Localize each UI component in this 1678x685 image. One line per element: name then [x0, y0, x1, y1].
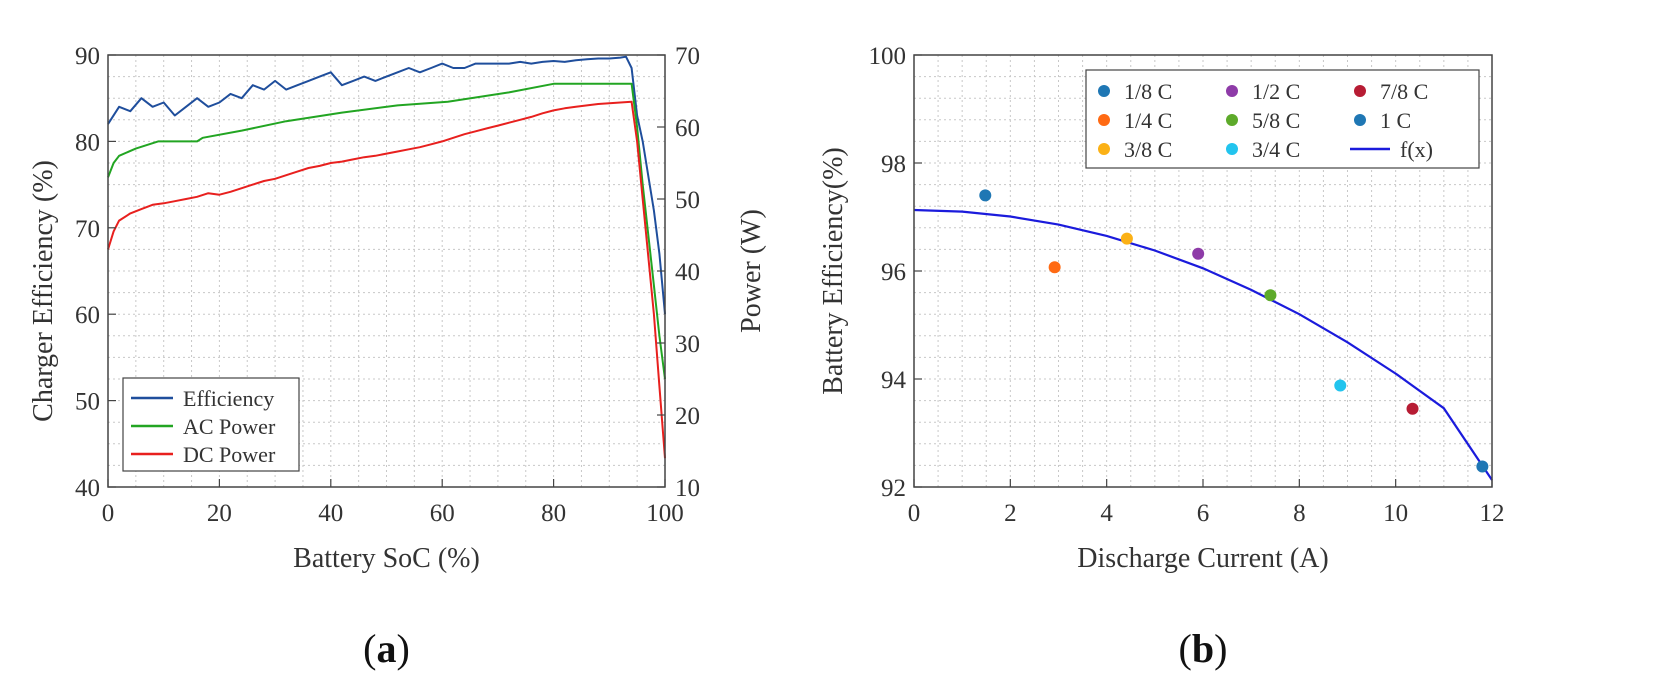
- panel-b-x-tick-label: 12: [1480, 500, 1505, 527]
- panel-b-y-tick-label: 94: [881, 367, 907, 394]
- panel-b-point: [1048, 261, 1061, 274]
- caption-letter: a: [377, 626, 397, 671]
- panel-b-x-tick-label: 4: [1100, 500, 1113, 527]
- panel-b-x-tick-label: 10: [1383, 500, 1408, 527]
- panel-b-y-tick-label: 98: [881, 151, 906, 178]
- panel-b-legend-label: 3/8 C: [1124, 137, 1172, 162]
- panel-b-legend-label: 1/4 C: [1124, 108, 1172, 133]
- panel-b-point: [1476, 460, 1489, 473]
- panel-a-right-y-tick-label: 60: [675, 115, 700, 142]
- panel-b-y-axis-title: Battery Efficiency(%): [818, 147, 849, 394]
- panel-a-left-y-tick-label: 60: [75, 302, 100, 329]
- panel-b-x-axis-title: Discharge Current (A): [1077, 543, 1328, 574]
- panel-b-caption: (b): [1179, 626, 1228, 671]
- caption-close-paren: ): [1214, 626, 1227, 671]
- panel-b-legend-swatch: [1098, 114, 1110, 126]
- panel-a-legend: Efficiency AC Power DC Power: [122, 377, 300, 472]
- panel-a-caption: (a): [363, 626, 410, 671]
- panel-a-x-tick-label: 0: [102, 500, 115, 527]
- panel-a-x-tick-label: 60: [430, 500, 455, 527]
- panel-b-legend-swatch: [1226, 85, 1238, 97]
- panel-b-y-tick-label: 100: [869, 43, 907, 70]
- caption-letter: b: [1192, 626, 1214, 671]
- panel-b-legend: 1/8 C 1/2 C 7/8 C 1/4 C 5/8 C 1 C 3/8 C 3/4 C f(…: [1085, 69, 1480, 169]
- panel-b-point: [1334, 379, 1347, 392]
- panel-a-right-y-tick-label: 50: [675, 187, 700, 214]
- panel-b-x-tick-label: 8: [1293, 500, 1306, 527]
- panel-b-x-tick-label: 0: [908, 500, 921, 527]
- panel-a-x-tick-label: 80: [541, 500, 566, 527]
- panel-a-left-y-axis-title: Charger Efficiency (%): [28, 160, 59, 422]
- panel-b-ticks: 0 2 4 6 8 10 12 92 94 96 98 100: [869, 43, 1505, 527]
- panel-a-right-y-tick-label: 10: [675, 475, 700, 502]
- panel-b-legend-swatch: [1226, 143, 1238, 155]
- panel-a-x-tick-label: 20: [207, 500, 232, 527]
- panel-b-legend-label: 3/4 C: [1252, 137, 1300, 162]
- panel-b-legend-swatch: [1226, 114, 1238, 126]
- panel-b: 0 2 4 6 8 10 12 92 94 96 98 100 Discharge Current (…: [818, 43, 1505, 574]
- panel-b-legend-swatch: [1098, 143, 1110, 155]
- panel-a-legend-label: AC Power: [183, 414, 276, 439]
- panel-a-left-y-tick-label: 70: [75, 216, 100, 243]
- panel-a-left-y-tick-label: 90: [75, 43, 100, 70]
- panel-b-point: [1406, 402, 1419, 415]
- caption-close-paren: ): [397, 626, 410, 671]
- panel-b-point: [1120, 232, 1133, 245]
- panel-a-x-axis-title: Battery SoC (%): [293, 543, 480, 574]
- panel-b-legend-label: 5/8 C: [1252, 108, 1300, 133]
- panel-b-point: [1192, 247, 1205, 260]
- panel-b-legend-label: 1/8 C: [1124, 79, 1172, 104]
- panel-a-x-tick-label: 100: [646, 500, 684, 527]
- panel-a-left-y-tick-label: 50: [75, 389, 100, 416]
- panel-b-fit-curve: [913, 208, 1493, 481]
- panel-a-right-y-tick-label: 40: [675, 259, 700, 286]
- panel-b-legend-swatch: [1354, 85, 1366, 97]
- panel-a-left-y-tick-label: 40: [75, 475, 100, 502]
- panel-a-x-tick-label: 40: [318, 500, 343, 527]
- panel-b-series: [913, 189, 1493, 481]
- panel-b-legend-swatch: [1354, 114, 1366, 126]
- panel-a-right-y-tick-label: 20: [675, 403, 700, 430]
- panel-b-x-tick-label: 2: [1004, 500, 1017, 527]
- panel-b-legend-label: f(x): [1400, 137, 1433, 162]
- panel-a: 0 20 40 60 80 100 40 50 60 70 80 90 10 20 30 40 50 60 70 B…: [28, 43, 767, 574]
- caption-open-paren: (: [363, 626, 376, 671]
- panel-a-legend-box: [122, 377, 300, 472]
- panel-a-legend-label: Efficiency: [183, 386, 274, 411]
- caption-open-paren: (: [1179, 626, 1192, 671]
- panel-a-series-ac-power: [107, 82, 666, 380]
- panel-a-right-y-tick-label: 30: [675, 331, 700, 358]
- panel-b-legend-label: 1/2 C: [1252, 79, 1300, 104]
- panel-a-grid: [107, 54, 666, 488]
- panel-b-y-tick-label: 96: [881, 259, 906, 286]
- panel-a-right-y-axis-title: Power (W): [736, 209, 767, 333]
- panel-a-legend-label: DC Power: [183, 442, 276, 467]
- panel-b-legend-label: 1 C: [1380, 108, 1411, 133]
- panel-a-ticks: 0 20 40 60 80 100 40 50 60 70 80 90 10 20 30 40 50 60 70: [75, 43, 700, 527]
- panel-b-y-tick-label: 92: [881, 475, 906, 502]
- panel-a-series-efficiency: [107, 55, 666, 315]
- panel-a-left-y-tick-label: 80: [75, 129, 100, 156]
- panel-b-point: [1264, 289, 1277, 302]
- panel-a-right-y-tick-label: 70: [675, 43, 700, 70]
- panel-b-legend-box: [1085, 69, 1480, 169]
- panel-a-series-dc-power: [107, 100, 666, 459]
- panel-b-point: [979, 189, 992, 202]
- panel-b-legend-label: 7/8 C: [1380, 79, 1428, 104]
- panel-b-legend-swatch: [1098, 85, 1110, 97]
- panel-b-x-tick-label: 6: [1197, 500, 1210, 527]
- panel-a-series: [107, 55, 666, 459]
